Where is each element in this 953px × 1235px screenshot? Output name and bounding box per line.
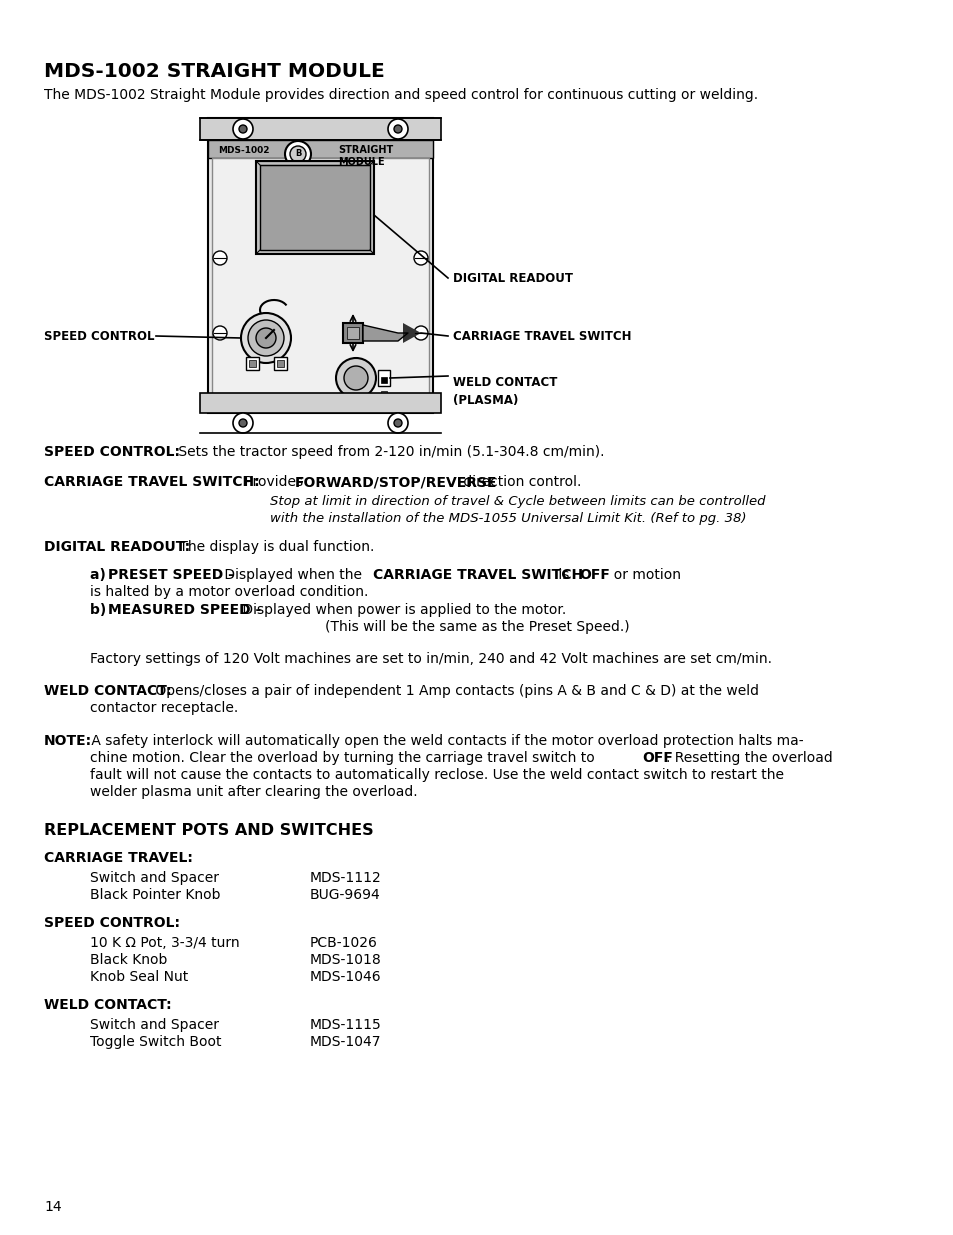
Text: PRESET SPEED -: PRESET SPEED - [108, 568, 233, 582]
Text: MDS-1046: MDS-1046 [310, 969, 381, 984]
Text: PCB-1026: PCB-1026 [310, 936, 377, 950]
Text: MDS-1018: MDS-1018 [310, 953, 381, 967]
Circle shape [213, 251, 227, 266]
Text: SPEED CONTROL: SPEED CONTROL [44, 330, 154, 342]
Circle shape [388, 412, 408, 433]
Text: 10 K Ω Pot, 3-3/4 turn: 10 K Ω Pot, 3-3/4 turn [90, 936, 239, 950]
Bar [208, 140, 433, 158]
Circle shape [290, 146, 306, 162]
Circle shape [239, 419, 247, 427]
Text: Factory settings of 120 Volt machines are set to in/min, 240 and 42 Volt machine: Factory settings of 120 Volt machines ar… [90, 652, 771, 666]
Text: MDS-1047: MDS-1047 [310, 1035, 381, 1049]
Text: MEASURED SPEED -: MEASURED SPEED - [108, 603, 261, 618]
Polygon shape [363, 325, 408, 341]
Circle shape [255, 329, 275, 348]
Bar [380, 377, 387, 383]
Text: CARRIAGE TRAVEL:: CARRIAGE TRAVEL: [44, 851, 193, 864]
Text: . Resetting the overload: . Resetting the overload [665, 751, 832, 764]
Circle shape [414, 326, 428, 340]
Circle shape [335, 358, 375, 398]
Bar [276, 359, 284, 367]
Text: is halted by a motor overload condition.: is halted by a motor overload condition. [90, 585, 368, 599]
Bar [246, 357, 258, 370]
Circle shape [285, 141, 311, 167]
Text: Toggle Switch Boot: Toggle Switch Boot [90, 1035, 221, 1049]
Text: STRAIGHT
MODULE: STRAIGHT MODULE [337, 144, 393, 168]
Text: Knob Seal Nut: Knob Seal Nut [90, 969, 188, 984]
Text: direction control.: direction control. [458, 475, 580, 489]
Text: is: is [554, 568, 573, 582]
Bar [260, 165, 370, 249]
Text: MDS-1002 STRAIGHT MODULE: MDS-1002 STRAIGHT MODULE [44, 62, 384, 82]
Text: WELD CONTACT:: WELD CONTACT: [44, 998, 172, 1011]
Text: A safety interlock will automatically open the weld contacts if the motor overlo: A safety interlock will automatically op… [87, 734, 802, 748]
Text: Sets the tractor speed from 2-120 in/min (5.1-304.8 cm/min).: Sets the tractor speed from 2-120 in/min… [173, 445, 604, 459]
Text: B: B [294, 149, 301, 158]
Text: a): a) [90, 568, 111, 582]
Text: MDS-1115: MDS-1115 [310, 1018, 381, 1032]
Circle shape [213, 326, 227, 340]
Text: (PLASMA): (PLASMA) [453, 394, 517, 408]
Text: NOTE:: NOTE: [44, 734, 92, 748]
Text: CARRIAGE TRAVEL SWITCH: CARRIAGE TRAVEL SWITCH [373, 568, 582, 582]
Bar [380, 391, 387, 398]
Circle shape [394, 419, 401, 427]
Text: chine motion. Clear the overload by turning the carriage travel switch to: chine motion. Clear the overload by turn… [90, 751, 598, 764]
Circle shape [388, 119, 408, 140]
Text: FORWARD/STOP/REVERSE: FORWARD/STOP/REVERSE [294, 475, 497, 489]
Bar [212, 158, 429, 409]
Text: or motion: or motion [604, 568, 680, 582]
Text: 14: 14 [44, 1200, 62, 1214]
Text: CARRIAGE TRAVEL SWITCH:: CARRIAGE TRAVEL SWITCH: [44, 475, 259, 489]
Text: The MDS-1002 Straight Module provides direction and speed control for continuous: The MDS-1002 Straight Module provides di… [44, 88, 758, 103]
Text: Displayed when power is applied to the motor.: Displayed when power is applied to the m… [237, 603, 566, 618]
Circle shape [394, 125, 401, 133]
Text: OFF: OFF [578, 568, 609, 582]
Circle shape [233, 412, 253, 433]
Text: SPEED CONTROL:: SPEED CONTROL: [44, 916, 180, 930]
Text: Stop at limit in direction of travel & Cycle between limits can be controlled: Stop at limit in direction of travel & C… [270, 495, 764, 508]
Text: DIGITAL READOUT: DIGITAL READOUT [453, 272, 573, 284]
Text: SPEED CONTROL:: SPEED CONTROL: [44, 445, 180, 459]
Bar [377, 370, 390, 387]
Text: Black Knob: Black Knob [90, 953, 167, 967]
Text: OFF: OFF [641, 751, 672, 764]
Text: (This will be the same as the Preset Speed.): (This will be the same as the Preset Spe… [324, 620, 629, 634]
Text: Switch and Spacer: Switch and Spacer [90, 871, 219, 885]
Text: BUG-9694: BUG-9694 [310, 888, 380, 902]
Bar [200, 393, 440, 412]
Text: contactor receptacle.: contactor receptacle. [90, 701, 238, 715]
Text: WELD CONTACT:: WELD CONTACT: [44, 684, 172, 698]
Bar [274, 357, 287, 370]
Text: REPLACEMENT POTS AND SWITCHES: REPLACEMENT POTS AND SWITCHES [44, 823, 374, 839]
Circle shape [248, 320, 284, 356]
Text: welder plasma unit after clearing the overload.: welder plasma unit after clearing the ov… [90, 785, 417, 799]
Text: b): b) [90, 603, 111, 618]
Text: CARRIAGE TRAVEL SWITCH: CARRIAGE TRAVEL SWITCH [453, 330, 631, 342]
Text: DIGITAL READOUT:: DIGITAL READOUT: [44, 540, 190, 555]
Text: MDS-1002: MDS-1002 [218, 146, 269, 156]
Circle shape [233, 119, 253, 140]
Circle shape [241, 312, 291, 363]
Text: Displayed when the: Displayed when the [220, 568, 366, 582]
Circle shape [414, 251, 428, 266]
FancyBboxPatch shape [208, 119, 433, 412]
Text: Black Pointer Knob: Black Pointer Knob [90, 888, 220, 902]
Text: MDS-1112: MDS-1112 [310, 871, 381, 885]
Circle shape [239, 125, 247, 133]
Text: Switch and Spacer: Switch and Spacer [90, 1018, 219, 1032]
Bar [347, 327, 358, 338]
Polygon shape [402, 324, 420, 343]
Circle shape [344, 366, 368, 390]
Text: fault will not cause the contacts to automatically reclose. Use the weld contact: fault will not cause the contacts to aut… [90, 768, 783, 782]
Bar [255, 161, 374, 254]
Bar [343, 324, 363, 343]
Text: with the installation of the MDS-1055 Universal Limit Kit. (Ref to pg. 38): with the installation of the MDS-1055 Un… [270, 513, 745, 525]
Text: WELD CONTACT: WELD CONTACT [453, 375, 557, 389]
Text: Opens/closes a pair of independent 1 Amp contacts (pins A & B and C & D) at the : Opens/closes a pair of independent 1 Amp… [151, 684, 759, 698]
Bar [200, 119, 440, 140]
Text: The display is dual function.: The display is dual function. [174, 540, 374, 555]
Text: Provides: Provides [240, 475, 307, 489]
Bar [249, 359, 255, 367]
